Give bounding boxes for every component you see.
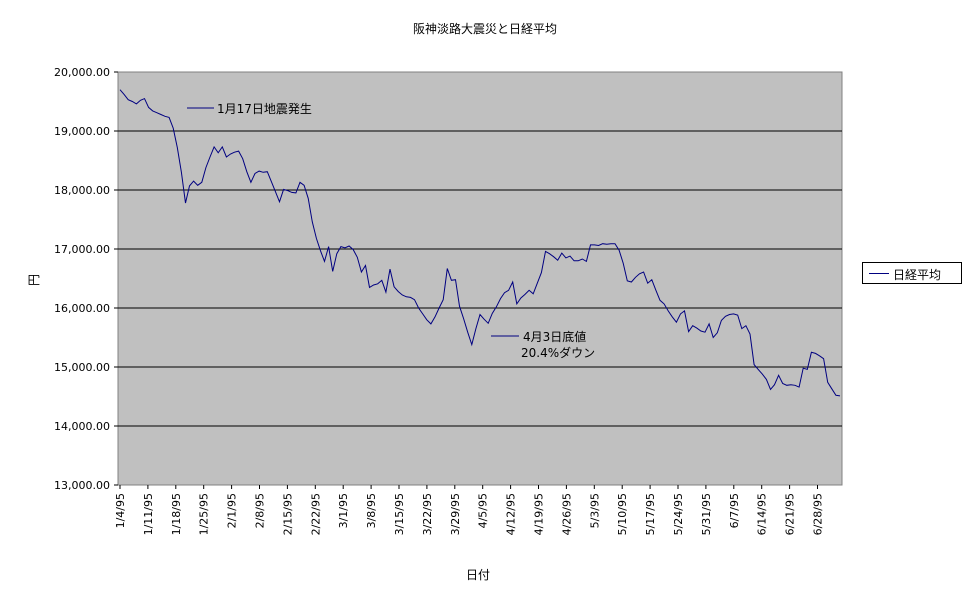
- y-tick-label: 18,000.00: [54, 184, 110, 197]
- annotation-drop-label: 20.4%ダウン: [521, 345, 595, 360]
- x-tick-label: 2/8/95: [254, 493, 267, 528]
- y-tick-label: 16,000.00: [54, 302, 110, 315]
- x-tick-label: 5/17/95: [644, 493, 657, 535]
- x-tick-label: 5/31/95: [700, 493, 713, 535]
- annotation-quake-label: 1月17日地震発生: [217, 102, 312, 116]
- x-tick-label: 4/5/95: [477, 493, 490, 528]
- x-tick-label: 4/19/95: [533, 493, 546, 535]
- gridlines: [118, 130, 842, 427]
- x-tick-label: 3/15/95: [393, 493, 406, 535]
- x-tick-label: 3/8/95: [365, 493, 378, 528]
- legend: 日経平均: [862, 262, 962, 284]
- legend-label: 日経平均: [893, 268, 942, 282]
- y-axis-ticks: 13,000.00 14,000.00 15,000.00 16,000.00 17,0…: [54, 66, 118, 492]
- y-tick-label: 19,000.00: [54, 125, 110, 138]
- x-tick-label: 4/26/95: [560, 493, 573, 535]
- x-tick-label: 1/11/95: [142, 493, 155, 535]
- x-tick-label: 3/29/95: [449, 493, 462, 535]
- x-tick-label: 3/1/95: [337, 493, 350, 528]
- x-tick-label: 3/22/95: [421, 493, 434, 535]
- annotation-bottom-label: 4月3日底値: [523, 329, 586, 344]
- chart-title: 阪神淡路大震災と日経平均: [413, 21, 557, 36]
- x-tick-label: 1/4/95: [114, 493, 127, 528]
- x-tick-label: 1/18/95: [170, 493, 183, 535]
- y-tick-label: 17,000.00: [54, 243, 110, 256]
- x-tick-label: 6/14/95: [756, 493, 769, 535]
- y-axis-label: 円: [27, 274, 41, 286]
- y-tick-label: 15,000.00: [54, 361, 110, 374]
- x-tick-label: 6/7/95: [728, 493, 741, 528]
- x-tick-label: 4/12/95: [505, 493, 518, 535]
- x-tick-label: 5/10/95: [616, 493, 629, 535]
- x-tick-label: 5/24/95: [672, 493, 685, 535]
- x-tick-label: 2/15/95: [281, 493, 294, 535]
- plot-area: [117, 71, 843, 486]
- x-tick-label: 1/25/95: [198, 493, 211, 535]
- x-tick-label: 2/1/95: [226, 493, 239, 528]
- x-tick-label: 6/21/95: [784, 493, 797, 535]
- x-tick-label: 2/22/95: [309, 493, 322, 535]
- x-axis-label: 日付: [466, 568, 490, 582]
- legend-line-swatch: [869, 273, 889, 274]
- x-axis-ticks: 1/4/95 1/11/95 1/18/95 1/25/95 2/1/95 2/8/95 2…: [114, 485, 825, 535]
- y-tick-label: 14,000.00: [54, 420, 110, 433]
- series-line-nikkei: [119, 89, 841, 397]
- x-tick-label: 5/3/95: [588, 493, 601, 528]
- y-tick-label: 20,000.00: [54, 66, 110, 79]
- y-tick-label: 13,000.00: [54, 479, 110, 492]
- x-tick-label: 6/28/95: [812, 493, 825, 535]
